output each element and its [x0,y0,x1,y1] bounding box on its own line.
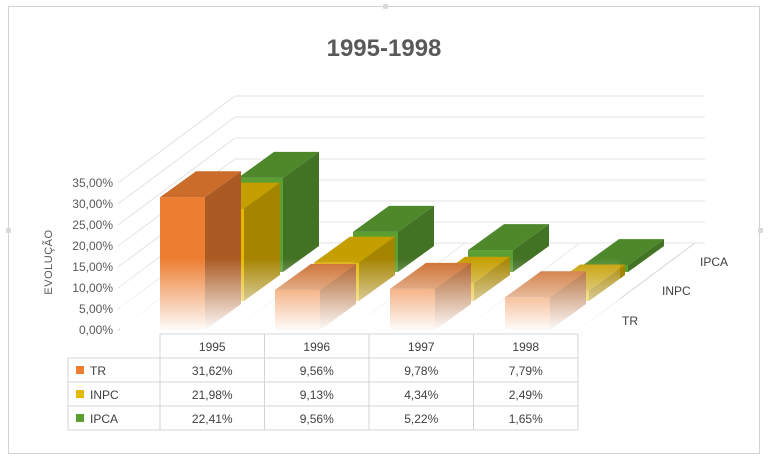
y-tick-label: 10,00% [72,281,113,295]
bar-side-face [398,205,434,272]
resize-handle-right[interactable] [758,228,763,233]
y-tick-label: 20,00% [72,239,113,253]
data-table: 1995 1996 1997 1998 TR 31,62% 9,56% 9,78% 7,79% I… [67,333,579,431]
table-series-name: TR [90,364,106,378]
table-category-label: 1997 [408,340,435,354]
legend-key-tr [76,366,84,374]
y-tick-label: 5,00% [79,302,113,316]
table-value-cell: 9,78% [404,364,438,378]
depth-label: INPC [662,284,691,298]
bar-side-face [628,239,664,272]
bar-top-face [314,236,395,263]
y-tick-label: 15,00% [72,260,113,274]
table-value-cell: 22,41% [192,412,233,426]
table-value-cell: 2,49% [509,388,543,402]
resize-handle-top[interactable] [383,4,388,9]
bar-top-face [353,205,434,232]
table-series-name: INPC [90,388,119,402]
grid-line-wall [117,95,236,184]
y-tick-label: 25,00% [72,218,113,232]
depth-axis-labels: IPCA INPC TR [622,255,728,328]
table-category-label: 1995 [199,340,226,354]
resize-handle-left[interactable] [6,228,11,233]
table-value-cell: 5,22% [404,412,438,426]
bar-top-face [160,171,241,198]
y-tick-label: 30,00% [72,197,113,211]
table-value-cell: 9,56% [300,412,334,426]
table-category-label: 1996 [303,340,330,354]
bar-fade-overlay [120,258,620,332]
table-value-cell: 9,56% [300,364,334,378]
bar-side-face [283,151,319,272]
table-value-cell: 21,98% [192,388,233,402]
y-tick-label: 0,00% [79,323,113,337]
table-value-cell: 31,62% [192,364,233,378]
grid-line-wall [117,116,236,205]
table-series-name: IPCA [90,412,118,426]
depth-label: TR [622,314,638,328]
depth-label: IPCA [700,255,728,269]
base-fade [120,258,620,332]
grid-line-wall [117,137,236,226]
bar-top-face [468,224,549,251]
legend-key-inpc [76,390,84,398]
y-axis-label: EVOLUÇÃO [42,229,55,294]
table-value-cell: 7,79% [509,364,543,378]
table-category-label: 1998 [512,340,539,354]
bar-top-face [238,151,319,178]
chart-title: 1995-1998 [327,35,442,62]
table-value-cell: 1,65% [509,412,543,426]
y-tick-labels: 35,00% 30,00% 25,00% 20,00% 15,00% 10,00% 5,00… [72,176,113,337]
table-value-cell: 4,34% [404,388,438,402]
y-tick-label: 35,00% [72,176,113,190]
legend-key-ipca [76,414,84,422]
table-value-cell: 9,13% [300,388,334,402]
